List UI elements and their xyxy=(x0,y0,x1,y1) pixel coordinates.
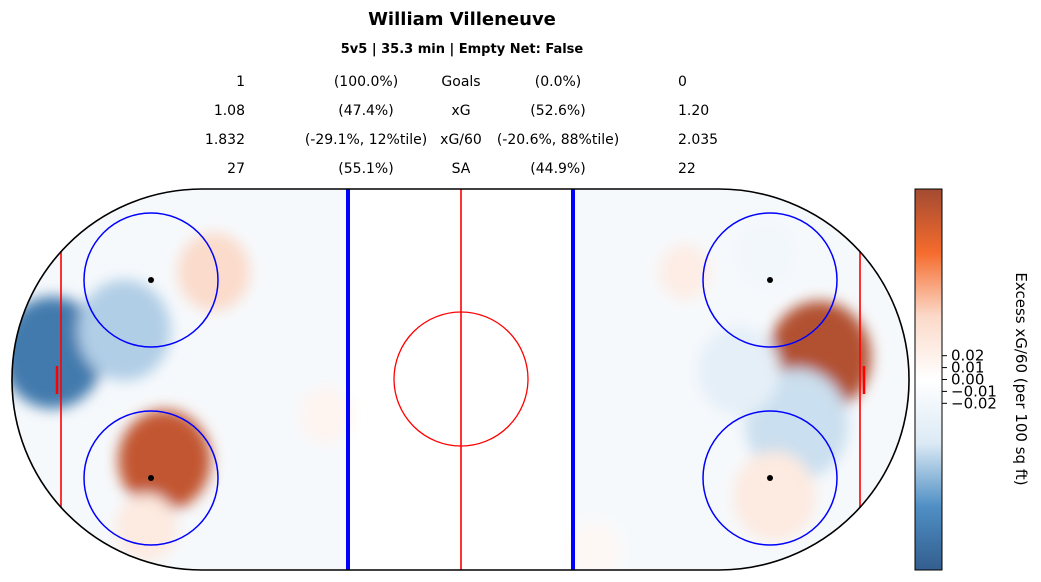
home-xg60-value: 1.832 xyxy=(204,132,245,148)
left-top-faceoff-circle xyxy=(83,212,219,348)
colorbar-bar xyxy=(914,188,943,571)
chart-subtitle: 5v5 | 35.3 min | Empty Net: False xyxy=(340,42,584,57)
colorbar-tick-label: −0.01 xyxy=(951,382,997,400)
colorbar-tick-label: 0.02 xyxy=(951,347,984,365)
hotspot-excess xyxy=(177,232,250,312)
stat-label-goals: Goals xyxy=(441,74,481,90)
away-goals-pct: (0.0%) xyxy=(534,74,582,90)
heatmap-layer xyxy=(12,189,909,570)
colorbar-ticks: 0.020.010.00−0.01−0.02 xyxy=(942,347,997,412)
colorbar: 0.020.010.00−0.01−0.02 xyxy=(914,188,997,571)
rink-markings xyxy=(11,188,910,571)
left-bottom-faceoff-circle xyxy=(83,410,219,546)
stat-label-xg: xG xyxy=(451,103,471,119)
home-xg60-pct: (-29.1%, 12%tile) xyxy=(304,132,428,148)
home-xg-pct: (47.4%) xyxy=(338,103,394,119)
hotspot-excess xyxy=(569,521,621,570)
colorbar-label: Excess xG/60 (per 100 sq ft) xyxy=(1012,272,1030,486)
hotspot-deficit xyxy=(697,325,780,416)
away-sa-pct: (44.9%) xyxy=(530,161,586,177)
left-bottom-faceoff-dot xyxy=(148,475,154,481)
right-bottom-faceoff-circle xyxy=(702,410,838,546)
home-goals-pct: (100.0%) xyxy=(333,74,399,90)
hotspot-group xyxy=(12,220,871,570)
rink-boards xyxy=(11,188,910,571)
hotspot-excess xyxy=(300,387,352,444)
home-goals-value: 1 xyxy=(236,74,245,90)
home-sa-pct: (55.1%) xyxy=(338,161,394,177)
hotspot-deficit xyxy=(77,279,171,381)
hotspot-excess xyxy=(115,493,178,562)
away-xg-value: 1.20 xyxy=(678,103,710,119)
stat-label-xg60: xG/60 xyxy=(440,132,482,148)
colorbar-tick-label: 0.00 xyxy=(951,371,984,389)
away-xg60-value: 2.035 xyxy=(678,132,719,148)
hotspot-deficit xyxy=(734,220,797,288)
left-top-faceoff-dot xyxy=(148,277,154,283)
hotspot-excess xyxy=(658,243,711,300)
colorbar-tick-label: 0.01 xyxy=(951,359,984,377)
right-top-faceoff-dot xyxy=(767,277,773,283)
right-top-faceoff-circle xyxy=(702,212,838,348)
home-sa-value: 27 xyxy=(227,161,245,177)
colorbar-tick-label: −0.02 xyxy=(951,394,997,412)
hotspot-excess xyxy=(733,451,816,541)
away-xg60-pct: (-20.6%, 88%tile) xyxy=(496,132,620,148)
center-faceoff-circle xyxy=(393,311,529,447)
right-bottom-faceoff-dot xyxy=(767,475,773,481)
away-goals-value: 0 xyxy=(678,74,687,90)
hotspot-excess xyxy=(118,409,211,511)
away-sa-value: 22 xyxy=(678,161,696,177)
stat-label-sa: SA xyxy=(451,161,471,177)
home-xg-value: 1.08 xyxy=(213,103,245,119)
chart-title: William Villeneuve xyxy=(368,9,556,30)
away-xg-pct: (52.6%) xyxy=(530,103,586,119)
